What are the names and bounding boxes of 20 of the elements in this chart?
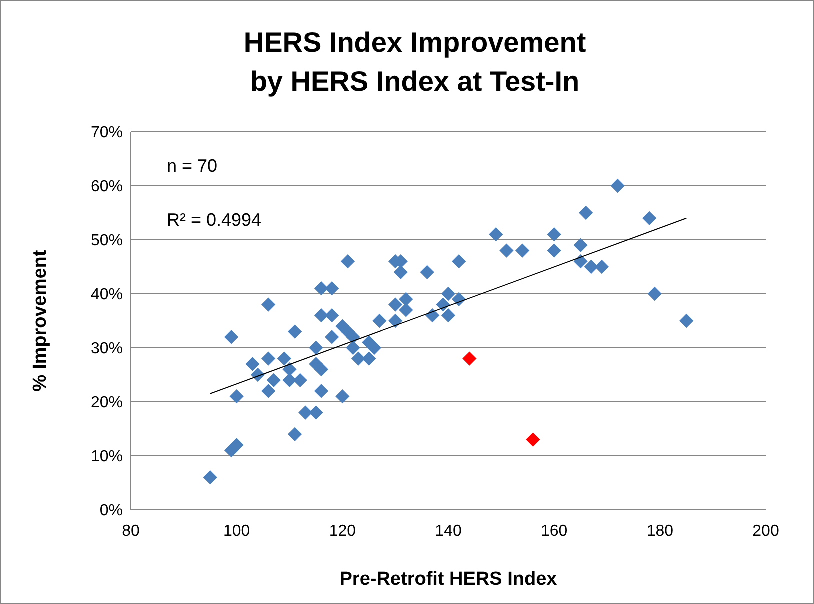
y-tick-label: 50%	[90, 232, 123, 250]
x-tick-label: 120	[329, 523, 356, 540]
x-tick-label: 140	[435, 523, 462, 540]
y-tick-label: 40%	[90, 286, 123, 304]
x-tick-label: 200	[752, 523, 780, 540]
x-tick-label: 160	[540, 523, 568, 540]
y-tick-label: 10%	[90, 448, 123, 466]
y-tick-label: 30%	[90, 340, 123, 358]
x-axis-title: Pre-Retrofit HERS Index	[340, 569, 558, 590]
y-tick-label: 20%	[90, 394, 123, 412]
y-tick-label: 70%	[90, 124, 123, 142]
annotation: n = 70	[167, 156, 218, 176]
x-tick-label: 100	[223, 523, 250, 540]
y-tick-label: 60%	[90, 178, 123, 196]
chart-title: HERS Index Improvement by HERS Index at Test-In	[244, 27, 586, 97]
annotation: R² = 0.4994	[167, 210, 262, 230]
y-axis-title: % Improvement	[30, 250, 51, 392]
y-tick-label: 0%	[100, 502, 123, 520]
x-tick-label: 80	[122, 523, 140, 540]
x-tick-label: 180	[646, 523, 674, 540]
